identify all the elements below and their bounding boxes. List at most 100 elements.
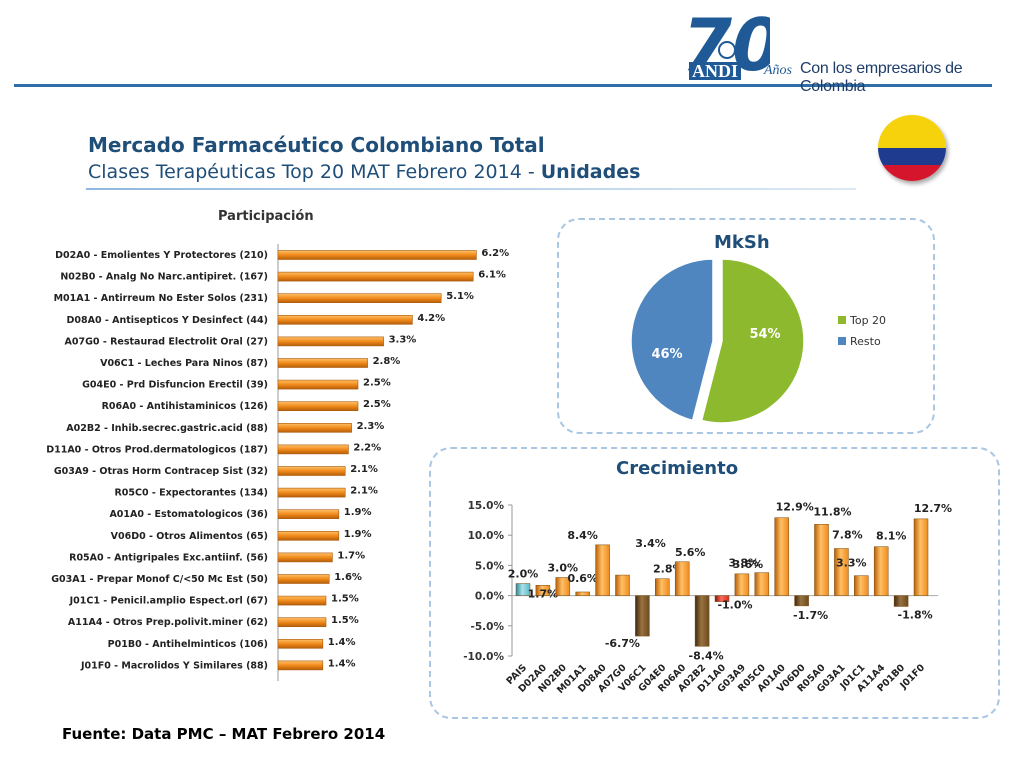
crecimiento-tick-label: 10.0% <box>468 530 505 542</box>
crecimiento-bar <box>814 524 829 596</box>
crecimiento-value-label: 12.9% <box>776 501 814 514</box>
participacion-value-label: 2.5% <box>363 378 391 389</box>
crecimiento-tick-label: -5.0% <box>471 621 505 633</box>
crecimiento-value-label: 2.0% <box>508 568 539 581</box>
crecimiento-tick-label: -10.0% <box>463 651 504 663</box>
header-divider <box>14 84 992 87</box>
source-note: Fuente: Data PMC – MAT Febrero 2014 <box>62 725 386 743</box>
logo-tagline: Con los empresarios de Colombia <box>800 60 963 95</box>
pie-slice <box>630 258 714 422</box>
page-subtitle: Clases Terapéuticas Top 20 MAT Febrero 2… <box>88 161 640 183</box>
crecimiento-tick-label: 15.0% <box>468 500 505 512</box>
crecimiento-value-label: -1.0% <box>717 599 752 612</box>
crecimiento-tick-label: 5.0% <box>475 560 505 572</box>
crecimiento-bar <box>655 578 670 596</box>
crecimiento-bar <box>714 595 730 602</box>
participacion-bar <box>277 466 346 476</box>
logo-ring-icon <box>718 41 736 59</box>
pie-slice-label: 46% <box>651 347 682 362</box>
mksh-title: MkSh <box>714 232 770 253</box>
participacion-value-label: 2.8% <box>373 356 401 367</box>
participacion-bar <box>277 552 333 563</box>
participacion-value-label: 1.6% <box>334 572 362 583</box>
participacion-bar <box>277 617 327 628</box>
crecimiento-value-label: 11.8% <box>813 505 851 518</box>
crecimiento-bar <box>635 595 650 637</box>
crecimiento-bar <box>873 546 889 596</box>
participacion-category-label: V06C1 - Leches Para Ninos (87) <box>100 358 268 369</box>
participacion-value-label: 5.1% <box>446 291 474 302</box>
participacion-value-label: 3.3% <box>389 334 417 345</box>
participacion-category-label: P01B0 - Antihelminticos (106) <box>108 639 268 650</box>
participacion-bar <box>277 444 349 455</box>
participacion-bar <box>277 595 327 606</box>
crecimiento-bar <box>694 595 710 647</box>
participacion-category-label: D08A0 - Antisepticos Y Desinfect (44) <box>66 315 268 326</box>
crecimiento-value-label: -1.8% <box>898 608 933 621</box>
participacion-bar <box>277 250 477 260</box>
crecimiento-bar <box>854 575 869 596</box>
mksh-pie-chart: 54% 46% Top 20 Resto <box>630 258 886 424</box>
participacion-category-label: G04E0 - Prd Disfuncion Erectil (39) <box>82 380 268 391</box>
crecimiento-bar <box>774 517 789 596</box>
participacion-bar <box>277 509 340 520</box>
crecimiento-bar <box>913 518 929 596</box>
participacion-category-label: M01A1 - Antirreum No Ester Solos (231) <box>54 293 268 304</box>
participacion-bar <box>277 423 352 433</box>
crecimiento-bar <box>595 544 610 596</box>
mksh-panel <box>557 218 935 434</box>
crecimiento-value-label: 12.7% <box>914 502 952 515</box>
participacion-value-label: 2.5% <box>363 399 391 410</box>
crecimiento-bar <box>794 595 809 607</box>
subtitle-prefix: Clases Terapéuticas Top 20 MAT Febrero 2… <box>88 161 541 183</box>
crecimiento-value-label: -8.4% <box>689 649 724 662</box>
crecimiento-bar <box>734 573 750 596</box>
participacion-category-label: A01A0 - Estomatologicos (36) <box>109 509 268 520</box>
participacion-category-label: A07G0 - Restaurad Electrolit Oral (27) <box>65 336 268 347</box>
legend-swatch <box>838 337 846 345</box>
participacion-bar <box>277 315 413 325</box>
participacion-category-label: J01C1 - Penicil.amplio Espect.orl (67) <box>69 596 268 607</box>
participacion-value-label: 2.2% <box>353 442 381 453</box>
participacion-value-label: 1.4% <box>328 637 356 648</box>
crecimiento-value-label: 8.1% <box>876 530 907 543</box>
participacion-value-label: 2.3% <box>357 421 385 432</box>
crecimiento-value-label: -6.7% <box>605 637 640 650</box>
participacion-bar <box>277 660 324 671</box>
pie-slice <box>700 258 805 424</box>
participacion-value-label: 1.9% <box>344 507 372 518</box>
participacion-category-label: J01F0 - Macrolidos Y Similares (88) <box>80 660 268 671</box>
participacion-value-label: 4.2% <box>417 313 445 324</box>
title-underline <box>86 188 856 190</box>
legend-label: Resto <box>850 335 881 348</box>
participacion-value-label: 1.9% <box>344 529 372 540</box>
crecimiento-bar <box>893 595 909 607</box>
crecimiento-value-label: 7.8% <box>832 528 863 541</box>
crecimiento-value-label: 5.6% <box>675 546 706 559</box>
crecimiento-bar <box>515 583 531 596</box>
participacion-category-label: G03A9 - Otras Horm Contracep Sist (32) <box>54 466 268 477</box>
participacion-value-label: 1.7% <box>337 550 365 561</box>
participacion-value-label: 1.5% <box>331 615 359 626</box>
subtitle-bold: Unidades <box>540 161 641 183</box>
crecimiento-value-label: 3.0% <box>548 561 579 574</box>
participacion-bar <box>277 358 368 368</box>
colombia-flag-icon <box>878 115 946 181</box>
logo-brand: ANDI <box>689 62 742 80</box>
participacion-category-label: R05A0 - Antigripales Exc.antiinf. (56) <box>69 552 268 563</box>
participacion-category-label: D11A0 - Otros Prod.dermatologicos (187) <box>46 444 268 455</box>
pie-slice-label: 54% <box>749 327 780 342</box>
logo-anos: Años <box>764 63 792 78</box>
participacion-bar <box>277 530 340 541</box>
participacion-bar <box>277 336 384 347</box>
crecimiento-value-label: 3.8% <box>729 557 760 570</box>
crecimiento-value-label: 3.6% <box>733 558 764 571</box>
crecimiento-value-label: 0.6% <box>567 572 598 585</box>
page-title: Mercado Farmacéutico Colombiano Total <box>88 133 545 157</box>
crecimiento-bar <box>615 574 630 596</box>
participacion-value-label: 2.1% <box>350 486 378 497</box>
participacion-category-label: A02B2 - Inhib.secrec.gastric.acid (88) <box>66 423 268 434</box>
crecimiento-value-label: 1.7% <box>528 587 559 600</box>
participacion-value-label: 2.1% <box>350 464 378 475</box>
participacion-chart: D02A0 - Emolientes Y Protectores (210) 6.… <box>46 244 509 681</box>
